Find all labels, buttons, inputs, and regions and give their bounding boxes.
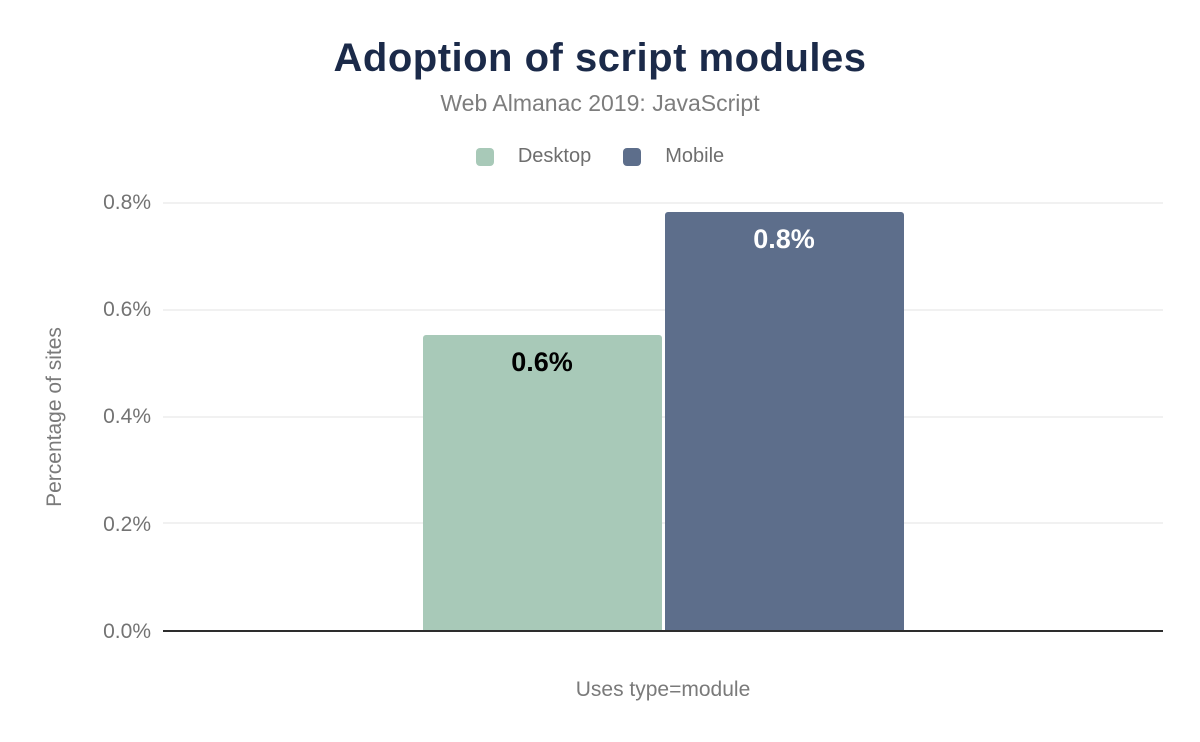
plot-area: 0.6% 0.8% bbox=[163, 202, 1163, 632]
x-axis-label: Uses type=module bbox=[575, 678, 751, 701]
gridline bbox=[163, 415, 1163, 418]
y-tick-label: 0.6% bbox=[103, 298, 151, 321]
y-tick-label: 0.4% bbox=[103, 405, 151, 428]
legend-item-mobile[interactable]: Mobile bbox=[623, 145, 724, 168]
gridline bbox=[163, 202, 1163, 204]
y-tick-label: 0.8% bbox=[103, 191, 151, 214]
bar-desktop[interactable]: 0.6% bbox=[422, 335, 662, 630]
gridline bbox=[163, 308, 1163, 311]
chart-subtitle: Web Almanac 2019: JavaScript bbox=[440, 90, 760, 116]
chart-legend: Desktop Mobile bbox=[0, 145, 1200, 168]
bar-mobile[interactable]: 0.8% bbox=[664, 212, 904, 630]
legend-label-desktop: Desktop bbox=[517, 145, 592, 167]
chart-title: Adoption of script modules bbox=[333, 36, 867, 80]
desktop-swatch-icon bbox=[475, 147, 494, 166]
mobile-swatch-icon bbox=[623, 147, 642, 166]
legend-label-mobile: Mobile bbox=[665, 145, 725, 167]
gridline bbox=[163, 522, 1163, 525]
bar-value-label: 0.6% bbox=[511, 347, 573, 377]
y-tick-label: 0.0% bbox=[103, 620, 151, 643]
bar-value-label: 0.8% bbox=[753, 224, 815, 254]
legend-item-desktop[interactable]: Desktop bbox=[475, 145, 592, 168]
y-tick-label: 0.2% bbox=[103, 513, 151, 536]
